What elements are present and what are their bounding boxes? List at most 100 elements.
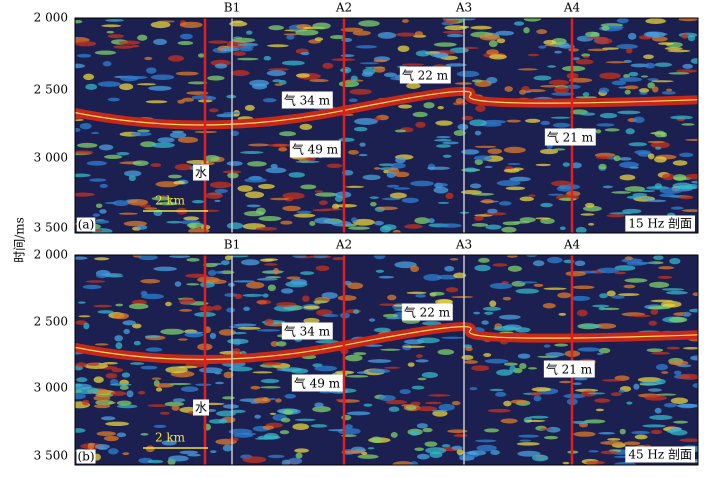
amplitude-blob <box>652 36 668 42</box>
amplitude-blob <box>631 314 651 318</box>
amplitude-blob <box>177 99 185 104</box>
amplitude-blob <box>105 421 130 427</box>
amplitude-blob <box>575 96 597 99</box>
amplitude-blob <box>313 255 328 259</box>
amplitude-blob <box>337 295 357 301</box>
amplitude-blob <box>594 37 613 45</box>
annotation-box <box>281 322 333 340</box>
amplitude-blob <box>575 59 594 65</box>
amplitude-blob <box>489 300 497 307</box>
amplitude-blob <box>507 162 521 166</box>
amplitude-blob <box>628 142 648 147</box>
amplitude-blob <box>223 371 234 379</box>
amplitude-blob <box>348 149 359 155</box>
amplitude-blob <box>207 96 217 101</box>
amplitude-blob <box>667 49 691 53</box>
amplitude-blob <box>451 445 463 451</box>
amplitude-blob <box>411 385 425 390</box>
amplitude-blob <box>93 304 113 308</box>
amplitude-blob <box>414 447 425 451</box>
amplitude-blob <box>474 155 493 161</box>
amplitude-blob <box>673 420 689 424</box>
amplitude-blob <box>540 218 555 225</box>
amplitude-blob <box>533 283 544 287</box>
amplitude-blob <box>442 141 460 145</box>
amplitude-blob <box>123 170 142 177</box>
amplitude-blob <box>423 102 435 109</box>
amplitude-blob <box>177 338 188 341</box>
amplitude-blob <box>82 284 102 290</box>
amplitude-blob <box>602 47 619 50</box>
amplitude-blob <box>401 19 409 23</box>
amplitude-blob <box>598 163 607 170</box>
panel-label: (a) <box>78 218 95 232</box>
amplitude-blob <box>415 121 426 128</box>
amplitude-blob <box>601 25 610 31</box>
amplitude-blob <box>663 402 677 408</box>
amplitude-blob <box>95 203 103 208</box>
amplitude-blob <box>113 45 134 49</box>
y-tick-label: 3 000 <box>34 151 68 165</box>
well-label: B1 <box>224 238 240 252</box>
amplitude-blob <box>148 85 172 91</box>
amplitude-blob <box>661 173 675 181</box>
amplitude-blob <box>207 269 217 276</box>
amplitude-blob <box>628 71 639 77</box>
amplitude-blob <box>451 295 474 299</box>
amplitude-blob <box>354 118 378 125</box>
amplitude-blob <box>510 399 527 404</box>
amplitude-blob <box>75 256 88 260</box>
amplitude-blob <box>334 195 344 202</box>
amplitude-blob <box>345 354 363 362</box>
amplitude-blob <box>353 309 360 314</box>
amplitude-blob <box>471 365 490 371</box>
amplitude-blob <box>145 445 155 453</box>
amplitude-blob <box>341 450 364 455</box>
amplitude-blob <box>272 79 283 83</box>
amplitude-blob <box>435 144 451 148</box>
amplitude-blob <box>449 258 459 261</box>
amplitude-blob <box>243 306 251 311</box>
amplitude-blob <box>220 260 230 266</box>
amplitude-blob <box>160 328 185 335</box>
amplitude-blob <box>492 263 508 267</box>
amplitude-blob <box>425 447 447 454</box>
amplitude-blob <box>479 34 501 41</box>
amplitude-blob <box>338 137 355 142</box>
amplitude-blob <box>150 21 171 29</box>
amplitude-blob <box>228 437 239 442</box>
amplitude-blob <box>598 306 606 311</box>
amplitude-blob <box>543 39 557 45</box>
amplitude-blob <box>138 255 158 261</box>
amplitude-blob <box>164 401 185 407</box>
amplitude-blob <box>191 199 205 204</box>
amplitude-blob <box>94 219 110 224</box>
annotation-box <box>192 399 210 416</box>
amplitude-blob <box>312 22 331 30</box>
amplitude-blob <box>644 62 656 69</box>
amplitude-blob <box>557 292 572 299</box>
annotation: 水 <box>195 166 207 180</box>
amplitude-blob <box>648 320 657 326</box>
amplitude-blob <box>616 18 629 24</box>
amplitude-blob <box>315 265 330 272</box>
amplitude-blob <box>99 209 107 214</box>
annotation-box <box>401 303 453 321</box>
amplitude-blob <box>286 34 295 40</box>
amplitude-blob <box>424 441 438 447</box>
amplitude-blob <box>350 75 358 82</box>
amplitude-blob <box>309 221 316 226</box>
amplitude-blob <box>649 281 670 288</box>
amplitude-blob <box>640 75 649 78</box>
amplitude-blob <box>314 217 334 224</box>
amplitude-blob <box>655 146 662 150</box>
amplitude-blob <box>626 401 633 405</box>
amplitude-blob <box>619 428 626 435</box>
amplitude-blob <box>273 267 280 275</box>
amplitude-blob <box>619 157 632 161</box>
amplitude-blob <box>147 404 168 408</box>
amplitude-blob <box>625 47 633 54</box>
amplitude-blob <box>232 51 246 56</box>
y-axis-label: 时间/ms <box>13 217 27 263</box>
amplitude-blob <box>398 104 413 109</box>
